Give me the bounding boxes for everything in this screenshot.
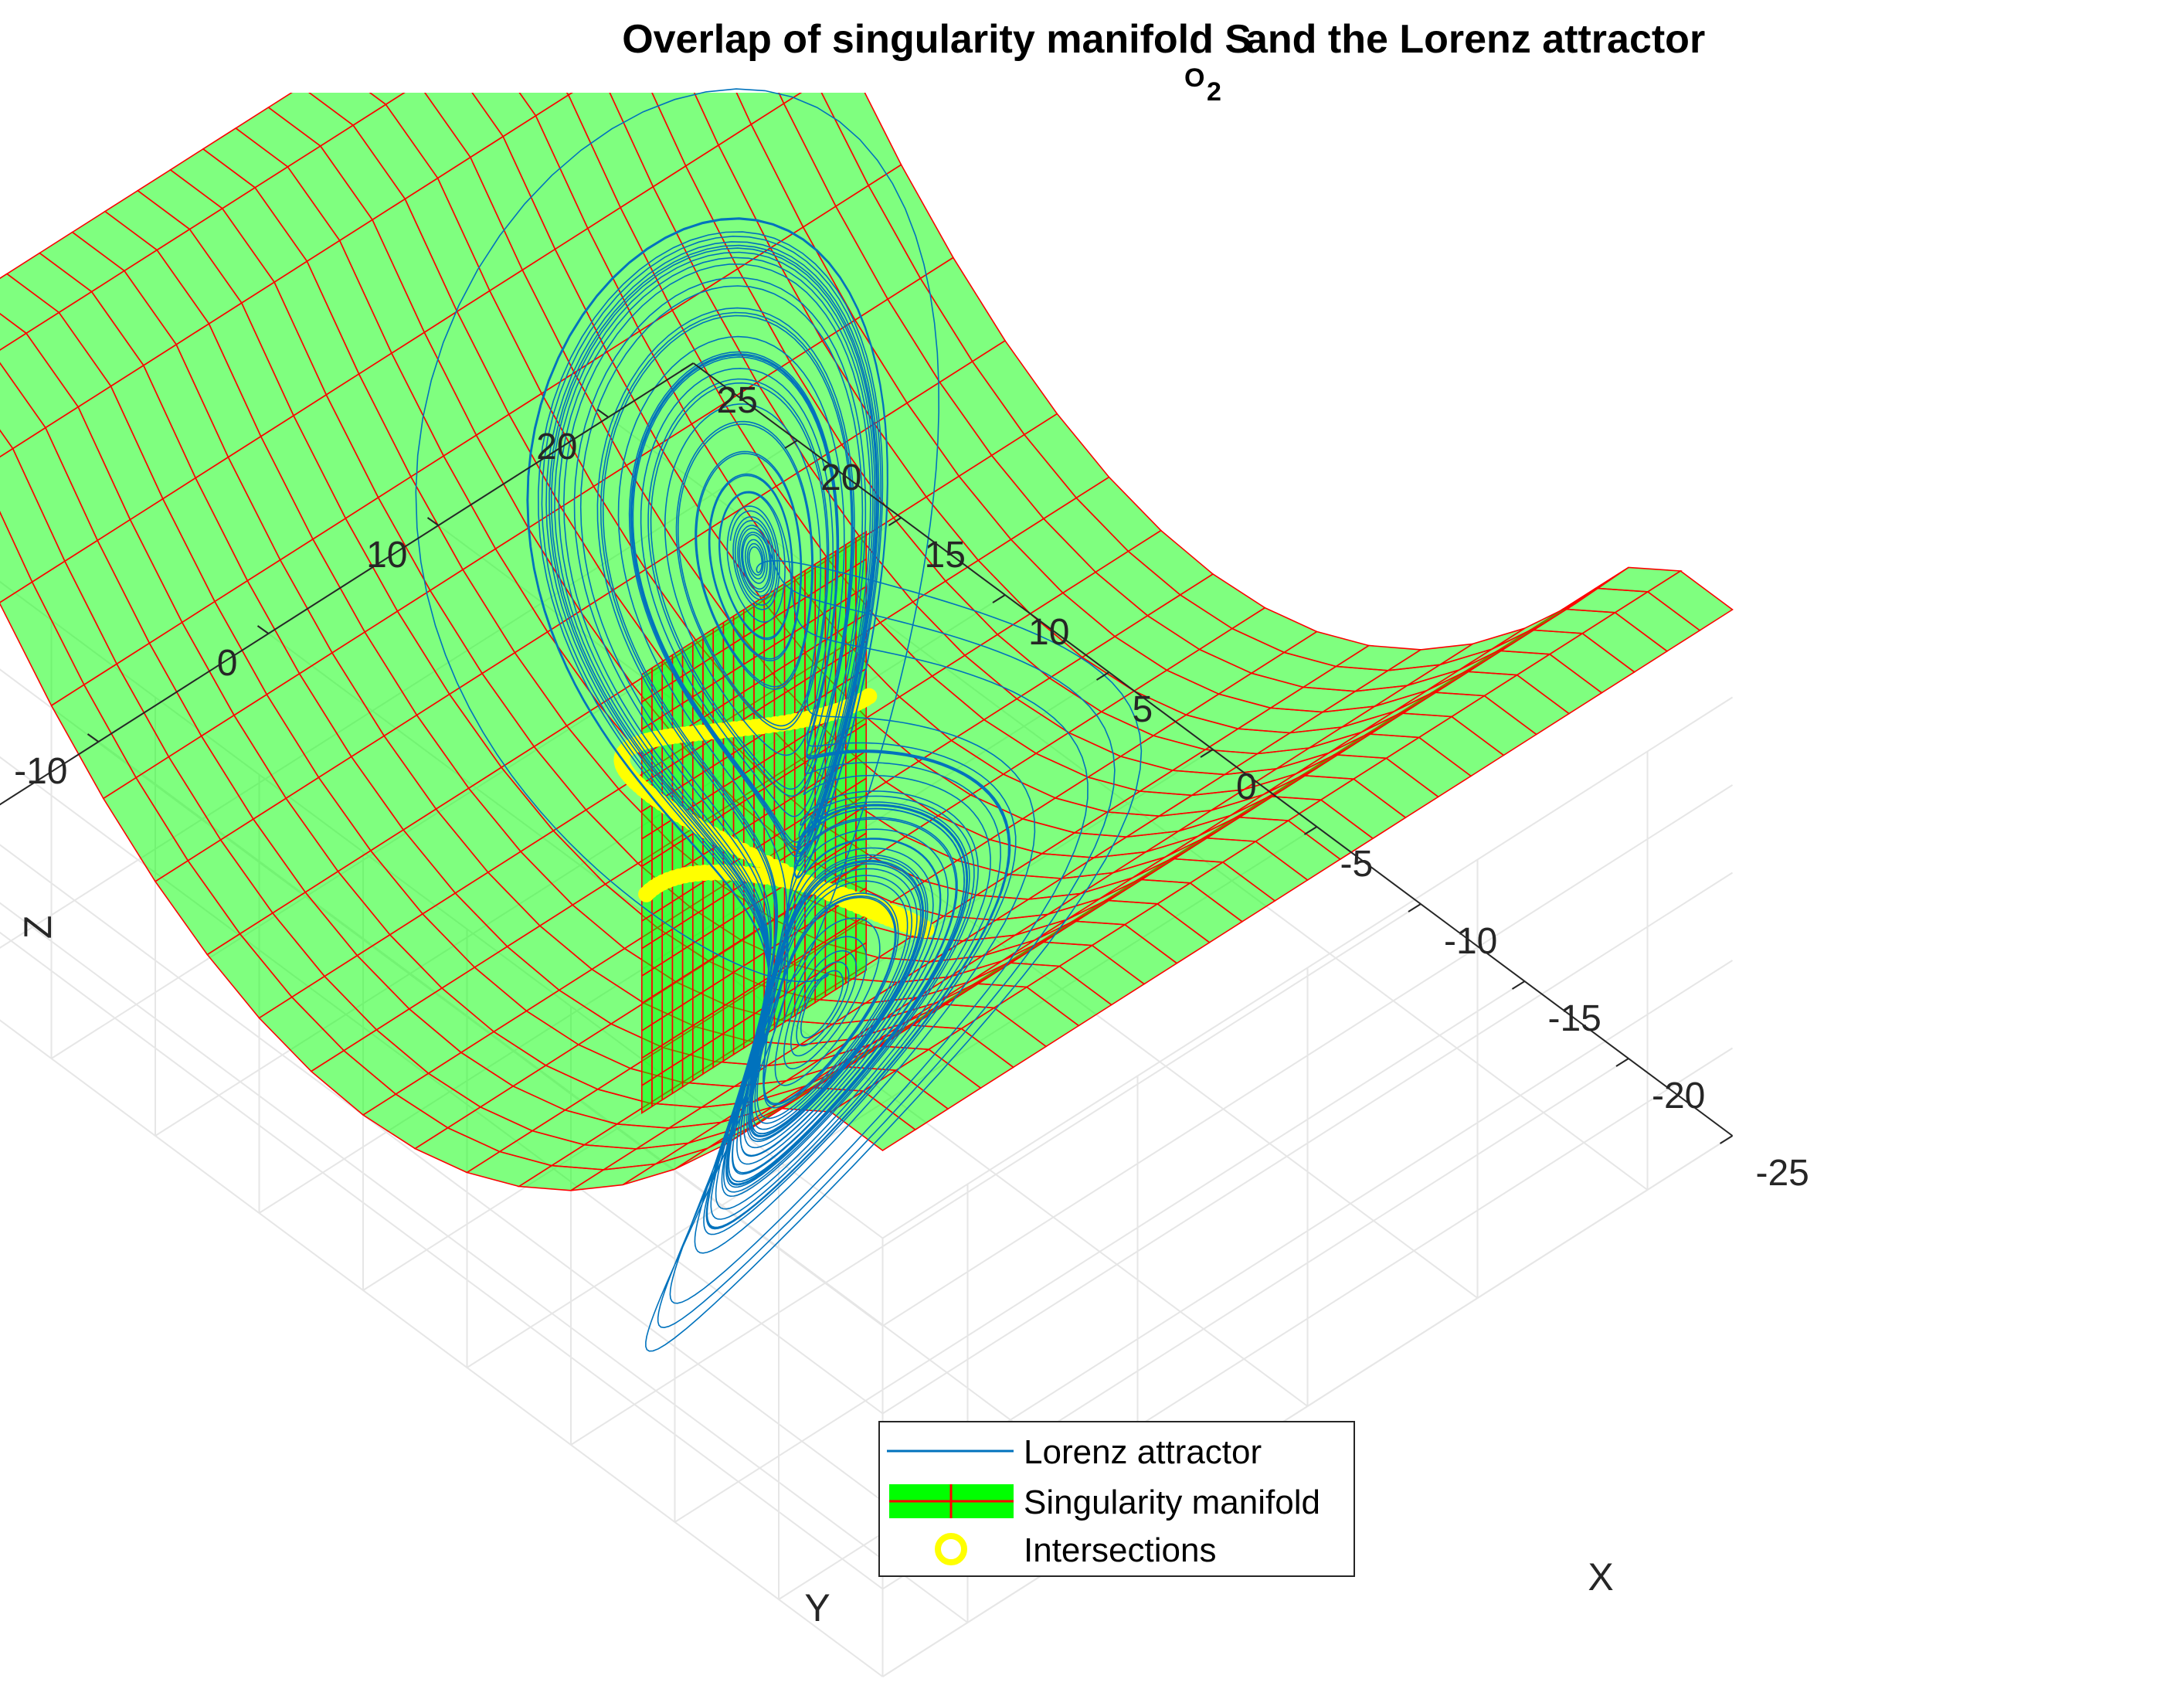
grid-line — [0, 902, 969, 1623]
manifold-sheet-a-patch — [783, 93, 870, 208]
x-tick-label: -25 — [1756, 1153, 1809, 1194]
y-tick — [256, 625, 270, 634]
x-tick-label: -10 — [1444, 921, 1497, 962]
x-tick — [1615, 1058, 1629, 1067]
manifold-sheet-a-patch — [647, 0, 732, 12]
x-tick — [1095, 671, 1110, 681]
y-tick-label: 20 — [536, 426, 577, 467]
y-axis-label: Y — [804, 1586, 830, 1630]
x-tick-label: -5 — [1340, 844, 1374, 885]
manifold-sheet-a-patch — [566, 93, 573, 96]
manifold-sheet-a-patch — [432, 0, 517, 42]
manifold-sheet-a-patch — [471, 93, 537, 138]
manifold-sheet-a-patch — [399, 3, 484, 63]
axis-ticks: 01020304050-20-1001020-25-20-15-10-50510… — [0, 362, 1809, 1194]
x-tick — [1200, 749, 1214, 758]
grid-line — [881, 696, 1734, 1239]
x-tick-label: -15 — [1548, 998, 1601, 1039]
manifold-sheet-a-patch — [267, 93, 355, 147]
x-tick — [888, 517, 902, 526]
title-subscript-o: O — [1184, 63, 1204, 93]
x-tick-label: -20 — [1652, 1076, 1705, 1116]
x-tick — [1408, 903, 1421, 912]
lorenz-attractor-trajectory — [415, 88, 1143, 1352]
x-tick — [1719, 1135, 1734, 1144]
x-tick-label: 10 — [1028, 612, 1069, 653]
grid-line — [881, 872, 1734, 1415]
legend: Lorenz attractor Singularity manifold In… — [878, 1421, 1355, 1577]
x-tick-label: 20 — [820, 457, 861, 498]
manifold-sheet-a-patch — [549, 0, 634, 74]
x-tick — [1303, 826, 1318, 835]
lorenz-attractor-line — [415, 88, 1143, 1352]
manifold-sheet-a-patch — [308, 93, 387, 127]
manifold-sheet-a-patch — [0, 313, 28, 351]
legend-intersections-swatch — [935, 1533, 967, 1565]
manifold-sheet-a-patch — [385, 93, 472, 179]
y-tick — [426, 517, 440, 526]
manifold-sheet-a-patch — [0, 429, 14, 458]
z-axis-label: Z — [16, 916, 59, 940]
legend-intersections-label: Intersections — [1024, 1531, 1216, 1569]
grid-line — [0, 931, 884, 1590]
title-rest-text: and the Lorenz attractor — [1245, 17, 1705, 62]
legend-lorenz-label: Lorenz attractor — [1024, 1433, 1262, 1471]
legend-manifold-label: Singularity manifold — [1024, 1483, 1320, 1521]
manifold-sheet-a-patch — [567, 93, 654, 209]
grid-line — [881, 960, 1734, 1502]
manifold-sheet-b-patch — [691, 634, 704, 671]
manifold-sheet-a-patch — [0, 362, 47, 450]
y-tick-label: 10 — [366, 535, 407, 576]
manifold-sheet-a-patch — [518, 93, 569, 117]
x-tick — [784, 440, 798, 449]
manifold-sheet-a-patch — [369, 93, 406, 106]
x-axis-label: X — [1588, 1555, 1613, 1599]
manifold-sheet-a-patch — [735, 93, 785, 126]
manifold-sheet-a-patch — [609, 93, 687, 188]
grid-line — [881, 784, 1734, 1327]
manifold-sheet-a-patch — [651, 93, 720, 167]
title-main-text: Overlap of singularity manifold S — [622, 17, 1252, 62]
x-tick — [1511, 980, 1526, 990]
x-tick-label: 5 — [1133, 689, 1153, 730]
x-tick-label: 15 — [925, 535, 966, 576]
chart-title: Overlap of singularity manifold S O 2 an… — [622, 17, 1705, 107]
manifold-sheet-b-patch — [753, 595, 766, 632]
x-tick-label: 0 — [1236, 766, 1257, 807]
manifold-sheet-a-patch — [0, 511, 33, 603]
x-tick — [992, 594, 1006, 603]
manifold-sheet-a-patch — [366, 24, 451, 83]
y-tick-label: 0 — [217, 643, 238, 684]
x-tick-label: 25 — [717, 380, 758, 421]
manifold-sheet-a-patch — [464, 0, 549, 22]
manifold-sheet-a-patch — [693, 93, 752, 147]
title-subscript-2: 2 — [1207, 77, 1221, 107]
manifold-sheet-b-patch — [804, 562, 816, 600]
y-tick — [87, 733, 100, 743]
manifold-sheet-a-patch — [820, 93, 902, 187]
manifold-sheet-a-patch — [498, 0, 583, 1]
intersection-marker — [861, 688, 878, 705]
y-tick-label: -10 — [14, 751, 67, 792]
x-tick — [680, 362, 695, 372]
y-tick — [596, 409, 610, 418]
